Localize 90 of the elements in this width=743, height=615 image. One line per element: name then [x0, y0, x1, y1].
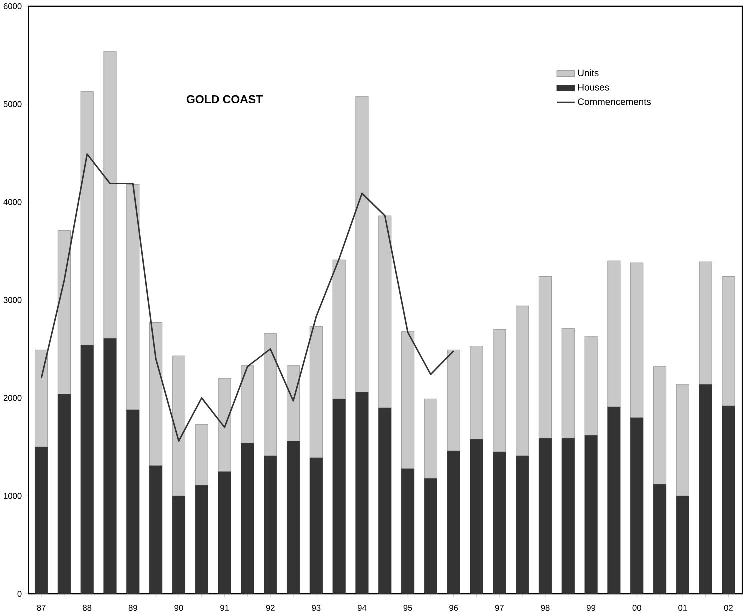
bar	[516, 306, 530, 456]
bar	[80, 345, 94, 595]
bar	[562, 328, 575, 439]
bar	[722, 406, 736, 595]
bar	[447, 350, 460, 452]
bar	[264, 456, 278, 595]
y-tick-label: 0	[18, 591, 22, 598]
bar	[241, 443, 254, 595]
bar	[378, 216, 392, 408]
bar	[126, 410, 140, 595]
bar	[172, 356, 186, 497]
bar	[699, 262, 712, 385]
y-tick-label: 1000	[4, 493, 22, 500]
x-tick-label: 00	[632, 605, 642, 612]
bar	[35, 350, 48, 448]
x-tick-label: 97	[495, 605, 504, 612]
bar	[493, 330, 506, 453]
x-tick-label: 95	[404, 605, 412, 612]
bar	[516, 456, 530, 595]
bar	[562, 438, 575, 595]
x-tick-label: 93	[312, 605, 321, 612]
bar	[378, 408, 392, 595]
bar	[241, 366, 254, 444]
bar	[584, 336, 598, 436]
bar	[35, 447, 48, 595]
bar	[310, 458, 323, 595]
bar	[538, 276, 552, 439]
bar	[402, 332, 415, 470]
x-tick-label: 90	[174, 605, 184, 612]
x-tick-label: 94	[358, 605, 367, 612]
x-tick-label: 98	[541, 605, 550, 612]
bar	[424, 478, 438, 595]
bar	[538, 438, 552, 595]
x-tick-label: 99	[587, 605, 596, 612]
bar	[654, 366, 667, 485]
bar	[630, 418, 644, 595]
bar	[195, 485, 208, 595]
legend-label: Commencements	[578, 98, 652, 106]
x-tick-label: 91	[220, 605, 230, 612]
bar	[630, 263, 644, 418]
y-tick-label: 4000	[4, 200, 22, 206]
x-tick-label: 88	[83, 605, 92, 612]
bar	[470, 439, 484, 595]
bar	[58, 394, 71, 595]
x-tick-label: 96	[450, 605, 458, 612]
bar	[287, 441, 300, 595]
x-tick-label: 87	[37, 605, 46, 612]
y-tick-label: 5000	[4, 102, 22, 108]
legend-label: Houses	[578, 84, 610, 92]
bar	[150, 322, 163, 466]
bar	[699, 384, 712, 595]
bar	[608, 261, 621, 408]
bar	[195, 424, 208, 486]
x-tick-label: 89	[128, 605, 138, 612]
x-tick-label: 92	[266, 605, 275, 612]
bar	[447, 451, 460, 595]
bar	[332, 399, 346, 595]
bar	[722, 276, 736, 406]
legend-label: Units	[578, 70, 599, 77]
bar	[332, 260, 346, 400]
bar	[58, 230, 71, 395]
bar	[470, 346, 484, 440]
y-tick-label: 6000	[4, 4, 22, 10]
bar	[218, 378, 232, 472]
bar	[424, 399, 438, 479]
x-tick-label: 02	[724, 605, 733, 612]
bar	[126, 184, 140, 410]
y-tick-label: 2000	[4, 395, 22, 402]
x-tick-label: 01	[678, 605, 688, 612]
bar	[104, 338, 117, 595]
bar	[584, 435, 598, 595]
bar	[172, 496, 186, 595]
bar	[104, 52, 117, 339]
bar	[310, 326, 323, 458]
text: GOLD COAST	[186, 96, 263, 104]
bar	[654, 484, 667, 595]
bar	[264, 334, 278, 456]
bar	[80, 92, 94, 346]
bar	[356, 96, 369, 393]
bar	[676, 384, 690, 497]
bar	[356, 392, 369, 595]
y-tick-label: 3000	[4, 298, 22, 304]
line-series	[40, 154, 455, 442]
bar	[608, 407, 621, 595]
bar	[676, 496, 690, 595]
bar	[493, 452, 506, 595]
bar	[402, 468, 415, 595]
bar	[287, 366, 300, 442]
bar	[150, 466, 163, 595]
bar	[218, 472, 232, 595]
